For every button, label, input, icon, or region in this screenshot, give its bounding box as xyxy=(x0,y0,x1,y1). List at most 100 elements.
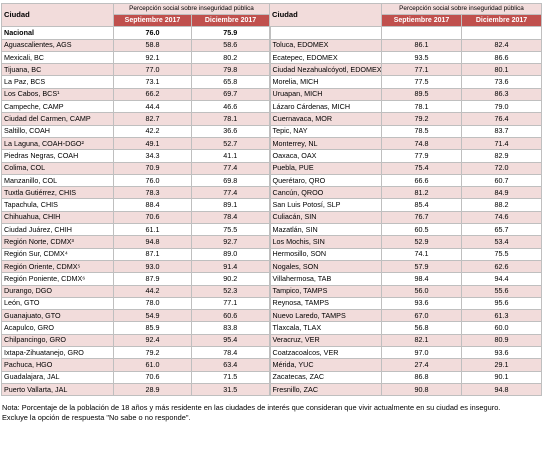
cell-city: Mazatlán, SIN xyxy=(268,223,383,237)
cell-sep: 27.4 xyxy=(381,358,463,372)
cell-empty xyxy=(381,26,463,40)
cell-city: Ecatepec, EDOMEX xyxy=(268,50,383,65)
cell-city: Uruapan, MICH xyxy=(268,87,383,102)
cell-dic: 79.0 xyxy=(461,100,543,114)
cell-city: Pachuca, HGO xyxy=(1,358,114,372)
table-row: Puerto Vallarta, JAL 28.9 31.5 Fresnillo, Z… xyxy=(1,382,543,397)
cell-dic: 83.7 xyxy=(461,124,543,138)
cell-sep: 57.9 xyxy=(381,259,463,274)
note-line: Excluye la opción de respuesta "No sabe … xyxy=(2,413,191,422)
cell-city: Puebla, PUE xyxy=(268,161,383,175)
cell-sep: 44.2 xyxy=(113,284,192,298)
cell-city: Durango, DGO xyxy=(1,284,114,298)
table-row: Manzanillo, COL 76.0 69.8 Querétaro, QRO 66.… xyxy=(1,173,543,188)
cell-city: Ixtapa-Zihuatanejo, GRO xyxy=(1,346,114,360)
table: Ciudad Percepción social sobre insegurid… xyxy=(1,2,543,397)
cell-dic: 52.7 xyxy=(190,136,271,151)
cell-sep: 78.1 xyxy=(381,100,463,114)
cell-sep: 85.9 xyxy=(113,321,192,335)
cell-dic: 92.7 xyxy=(190,235,271,249)
table-row: Chilpancingo, GRO 92.4 95.4 Veracruz, VER 82… xyxy=(1,333,543,348)
cell-dic: 83.8 xyxy=(190,321,271,335)
cell-sep: 86.8 xyxy=(381,370,463,384)
cell-dic: 95.6 xyxy=(461,296,543,311)
cell-city: Tlaxcala, TLAX xyxy=(268,321,383,335)
cell-city: Los Mochis, SIN xyxy=(268,235,383,249)
cell-city: La Paz, BCS xyxy=(1,75,114,89)
cell-city: Los Cabos, BCS¹ xyxy=(1,87,114,102)
cell-city: Aguascalientes, AGS xyxy=(1,38,114,52)
cell-sep: 98.4 xyxy=(381,272,463,286)
cell-dic: 53.4 xyxy=(461,235,543,249)
cell-city: Manzanillo, COL xyxy=(1,173,114,188)
cell-dic: 78.4 xyxy=(190,346,271,360)
cell-city: Ciudad del Carmen, CAMP xyxy=(1,112,114,126)
cell-city: Guadalajara, JAL xyxy=(1,370,114,384)
table-row: Tijuana, BC 77.0 79.8 Ciudad Nezahualcóyotl… xyxy=(1,63,543,77)
cell-sep: 78.3 xyxy=(113,186,192,200)
cell-dic: 76.4 xyxy=(461,112,543,126)
cell-dic: 80.2 xyxy=(190,50,271,65)
cell-dic: 74.6 xyxy=(461,210,543,225)
cell-sep: 81.2 xyxy=(381,186,463,200)
cell-sep: 90.8 xyxy=(381,382,463,397)
cell-dic: 82.4 xyxy=(461,38,543,52)
cell-city: Ciudad Juárez, CHIH xyxy=(1,223,114,237)
cell-city: Nuevo Laredo, TAMPS xyxy=(268,309,383,323)
cell-dic: 88.2 xyxy=(461,198,543,212)
cell-city: Querétaro, QRO xyxy=(268,173,383,188)
cell-dic: 90.1 xyxy=(461,370,543,384)
table-row: Guanajuato, GTO 54.9 60.6 Nuevo Laredo, TAM… xyxy=(1,309,543,323)
cell-city: Guanajuato, GTO xyxy=(1,309,114,323)
table-row: Mexicali, BC 92.1 80.2 Ecatepec, EDOMEX 93.5… xyxy=(1,50,543,65)
table-row: Chihuahua, CHIH 70.6 78.4 Culiacán, SIN 76.7… xyxy=(1,210,543,225)
cell-dic: 77.4 xyxy=(190,186,271,200)
cell-dic: 61.3 xyxy=(461,309,543,323)
cell-sep: 66.6 xyxy=(381,173,463,188)
cell-dic: 29.1 xyxy=(461,358,543,372)
cell-dic: 94.8 xyxy=(461,382,543,397)
table-row: León, GTO 78.0 77.1 Reynosa, TAMPS 93.6 95.6 xyxy=(1,296,543,311)
notes: Nota: Porcentaje de la población de 18 a… xyxy=(2,403,542,423)
cell-sep: 85.4 xyxy=(381,198,463,212)
cell-city: Región Norte, CDMX³ xyxy=(1,235,114,249)
cell-dic: 80.9 xyxy=(461,333,543,348)
cell-sep: 70.6 xyxy=(113,370,192,384)
cell-city: Mexicali, BC xyxy=(1,50,114,65)
cell-sep: 82.1 xyxy=(381,333,463,348)
cell-dic: 69.7 xyxy=(190,87,271,102)
cell-sep: 42.2 xyxy=(113,124,192,138)
table-row: Región Sur, CDMX⁴ 87.1 89.0 Hermosillo, SON… xyxy=(1,247,543,261)
header-sep: Septiembre 2017 xyxy=(381,13,463,28)
cell-city: Mérida, YUC xyxy=(268,358,383,372)
cell-dic: 86.6 xyxy=(461,50,543,65)
cell-city: Campeche, CAMP xyxy=(1,100,114,114)
cell-dic: 65.7 xyxy=(461,223,543,237)
cell-sep: 77.9 xyxy=(381,149,463,163)
cell-sep: 74.8 xyxy=(381,136,463,151)
cell-sep: 77.0 xyxy=(113,63,192,77)
cell-sep: 77.1 xyxy=(381,63,463,77)
cell-sep: 89.5 xyxy=(381,87,463,102)
cell-dic: 82.9 xyxy=(461,149,543,163)
table-row: Aguascalientes, AGS 58.8 58.6 Toluca, EDOME… xyxy=(1,38,543,52)
cell-dic: 55.6 xyxy=(461,284,543,298)
table-row: Acapulco, GRO 85.9 83.8 Tlaxcala, TLAX 56.8 6… xyxy=(1,321,543,335)
cell-dic: 31.5 xyxy=(190,382,271,397)
cell-city: La Laguna, COAH-DGO² xyxy=(1,136,114,151)
cell-city: Lázaro Cárdenas, MICH xyxy=(268,100,383,114)
cell-city: Nogales, SON xyxy=(268,259,383,274)
table-wrap: Ciudad Percepción social sobre insegurid… xyxy=(1,2,543,397)
cell-city: Hermosillo, SON xyxy=(268,247,383,261)
table-row: Saltillo, COAH 42.2 36.6 Tepic, NAY 78.5 83.7 xyxy=(1,124,543,138)
cell-dic: 80.1 xyxy=(461,63,543,77)
header-group: Percepción social sobre inseguridad públ… xyxy=(112,3,271,15)
header-dic: Diciembre 2017 xyxy=(190,13,271,28)
header-group: Percepción social sobre inseguridad públ… xyxy=(381,3,543,15)
cell-sep: 58.8 xyxy=(113,38,192,52)
cell-city: Monterrey, NL xyxy=(268,136,383,151)
cell-sep: 34.3 xyxy=(113,149,192,163)
table-row: Guadalajara, JAL 70.6 71.5 Zacatecas, ZAC 86… xyxy=(1,370,543,384)
table-row: La Paz, BCS 73.1 65.8 Morelia, MICH 77.5 73.6 xyxy=(1,75,543,89)
table-row: Durango, DGO 44.2 52.3 Tampico, TAMPS 56.0 55… xyxy=(1,284,543,298)
